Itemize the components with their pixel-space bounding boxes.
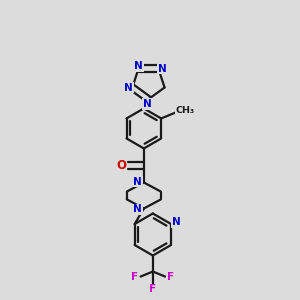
Text: N: N	[158, 64, 167, 74]
Text: F: F	[131, 272, 139, 282]
Text: N: N	[172, 218, 181, 227]
Text: N: N	[133, 177, 142, 187]
Text: N: N	[134, 61, 143, 71]
Text: F: F	[167, 272, 174, 282]
Text: N: N	[133, 204, 142, 214]
Text: N: N	[124, 82, 133, 92]
Text: O: O	[116, 159, 127, 172]
Text: F: F	[149, 284, 156, 294]
Text: N: N	[142, 99, 151, 109]
Text: CH₃: CH₃	[176, 106, 194, 115]
